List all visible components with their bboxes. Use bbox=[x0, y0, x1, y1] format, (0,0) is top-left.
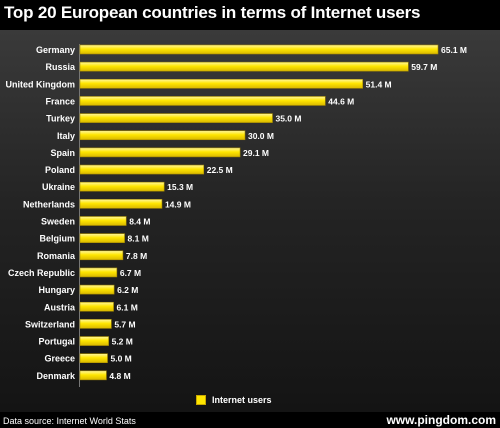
category-label: Poland bbox=[45, 165, 75, 175]
bar bbox=[79, 96, 326, 106]
value-label: 30.0 M bbox=[248, 131, 274, 141]
value-label: 4.8 M bbox=[109, 371, 130, 381]
value-label: 8.1 M bbox=[128, 234, 149, 244]
bar bbox=[79, 113, 273, 123]
value-label: 59.7 M bbox=[411, 62, 437, 72]
value-label: 51.4 M bbox=[366, 79, 392, 89]
bar bbox=[79, 61, 409, 72]
category-label: Italy bbox=[57, 131, 75, 141]
value-label: 6.7 M bbox=[120, 268, 141, 278]
bar bbox=[79, 216, 127, 226]
bar bbox=[79, 130, 246, 141]
category-label: Germany bbox=[36, 45, 75, 55]
bar bbox=[79, 284, 115, 295]
category-label: Switzerland bbox=[25, 319, 75, 329]
category-label: Ukraine bbox=[42, 182, 75, 192]
bar bbox=[79, 44, 439, 55]
bar bbox=[79, 181, 165, 192]
category-label: Netherlands bbox=[23, 199, 75, 209]
value-label: 15.3 M bbox=[167, 182, 193, 192]
value-label: 6.2 M bbox=[117, 285, 138, 295]
chart-title: Top 20 European countries in terms of In… bbox=[4, 3, 421, 22]
bar bbox=[79, 164, 205, 175]
category-label: Spain bbox=[50, 148, 75, 158]
category-label: Sweden bbox=[41, 217, 75, 227]
value-label: 5.2 M bbox=[112, 337, 133, 347]
value-label: 35.0 M bbox=[275, 114, 301, 124]
bar bbox=[79, 199, 163, 209]
value-label: 44.6 M bbox=[328, 96, 354, 106]
bar bbox=[79, 319, 112, 329]
value-label: 5.0 M bbox=[110, 354, 131, 364]
category-label: Turkey bbox=[46, 114, 75, 124]
legend-label: Internet users bbox=[212, 395, 272, 405]
category-label: Hungary bbox=[38, 285, 75, 295]
legend-swatch bbox=[196, 395, 206, 405]
bar bbox=[79, 250, 124, 261]
category-label: Austria bbox=[44, 302, 76, 312]
bar bbox=[79, 370, 107, 381]
category-label: France bbox=[45, 96, 75, 106]
value-label: 8.4 M bbox=[129, 217, 150, 227]
category-label: Greece bbox=[44, 354, 75, 364]
bar bbox=[79, 301, 114, 312]
category-label: Romania bbox=[37, 251, 76, 261]
category-label: Portugal bbox=[38, 337, 75, 347]
category-label: Denmark bbox=[36, 371, 76, 381]
bar bbox=[79, 336, 109, 346]
value-label: 14.9 M bbox=[165, 199, 191, 209]
category-label: Czech Republic bbox=[8, 268, 75, 278]
value-label: 22.5 M bbox=[207, 165, 233, 175]
bar bbox=[79, 233, 125, 243]
value-label: 7.8 M bbox=[126, 251, 147, 261]
bar bbox=[79, 267, 118, 278]
category-label: Russia bbox=[45, 62, 76, 72]
value-label: 5.7 M bbox=[114, 319, 135, 329]
value-label: 6.1 M bbox=[117, 302, 138, 312]
data-source-note: Data source: Internet World Stats bbox=[3, 416, 136, 426]
value-label: 65.1 M bbox=[441, 45, 467, 55]
category-label: Belgium bbox=[39, 234, 75, 244]
chart-legend: Internet users bbox=[196, 395, 272, 405]
category-label: United Kingdom bbox=[6, 79, 76, 89]
bar bbox=[79, 79, 363, 89]
bar bbox=[79, 147, 241, 158]
bar bbox=[79, 353, 108, 364]
brand-link[interactable]: www.pingdom.com bbox=[386, 413, 496, 427]
value-label: 29.1 M bbox=[243, 148, 269, 158]
